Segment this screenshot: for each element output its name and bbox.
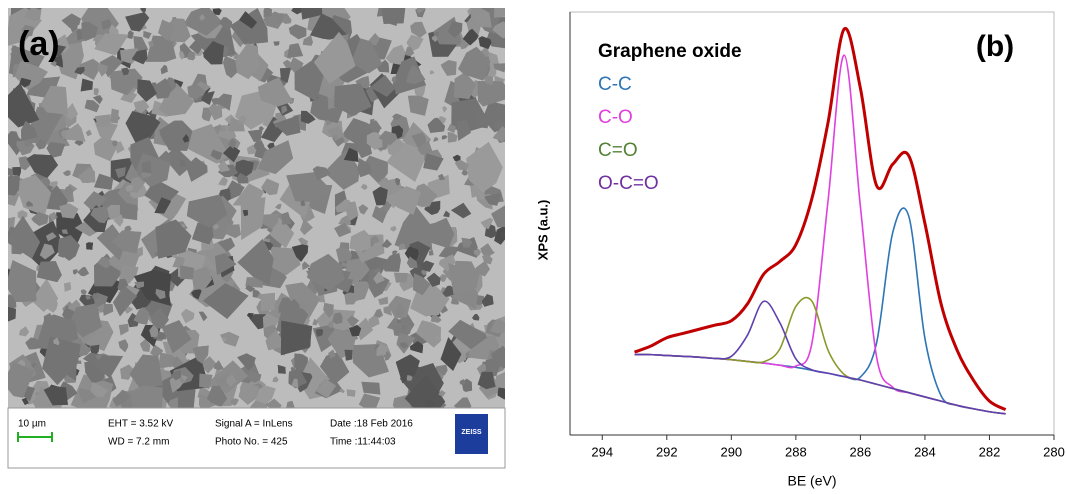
- xps-chart: (b) BE (eV) XPS (a.u.) 294 292 290 288 286 28…: [535, 12, 1064, 489]
- legend-label: C-C: [598, 74, 632, 95]
- x-tick-label: 280: [1043, 444, 1065, 459]
- series-line: [635, 28, 1006, 409]
- grain: [12, 167, 21, 176]
- grain: [478, 81, 513, 107]
- panel-label: (b): [976, 30, 1014, 63]
- info-text: Signal A = InLens: [215, 419, 293, 430]
- grain: [397, 319, 401, 323]
- y-axis-label: XPS (a.u.): [535, 200, 550, 261]
- x-tick-label: 294: [591, 444, 613, 459]
- series-line: [635, 55, 1006, 414]
- grain: [188, 52, 196, 60]
- grain: [494, 0, 513, 18]
- x-axis-label: BE (eV): [787, 473, 836, 489]
- panel-label: (a): [18, 25, 60, 63]
- info-text: Date :18 Feb 2016: [330, 419, 413, 430]
- grain: [86, 242, 93, 249]
- x-tick-label: 292: [656, 444, 678, 459]
- grain: [261, 293, 275, 311]
- legend-label: O-C=O: [598, 173, 659, 194]
- x-tick-label: 284: [914, 444, 936, 459]
- plot-frame: [570, 12, 1054, 435]
- series-line: [635, 301, 1006, 414]
- grain: [0, 176, 19, 196]
- x-tick-label: 288: [785, 444, 807, 459]
- x-tick-label: 282: [979, 444, 1001, 459]
- x-tick-label: 286: [850, 444, 872, 459]
- info-text: Photo No. = 425: [215, 437, 288, 448]
- logo-text: ZEISS: [461, 429, 482, 436]
- scale-text: 10 µm: [18, 419, 46, 430]
- info-text: Time :11:44:03: [330, 437, 396, 448]
- grain: [382, 0, 406, 24]
- info-text: WD = 7.2 mm: [108, 437, 169, 448]
- grain: [361, 382, 380, 395]
- legend-label: C=O: [598, 140, 638, 161]
- grain: [347, 389, 356, 397]
- info-text: EHT = 3.52 kV: [108, 419, 173, 430]
- legend-label: Graphene oxide: [598, 41, 742, 62]
- x-tick-label: 290: [720, 444, 742, 459]
- series-line: [635, 298, 1006, 414]
- legend-label: C-O: [598, 107, 633, 128]
- series-line: [635, 208, 1006, 414]
- grain: [394, 273, 408, 283]
- figure: (a) 10 µm EHT = 3.52 kV WD = 7.2 mm Sign…: [0, 0, 1067, 494]
